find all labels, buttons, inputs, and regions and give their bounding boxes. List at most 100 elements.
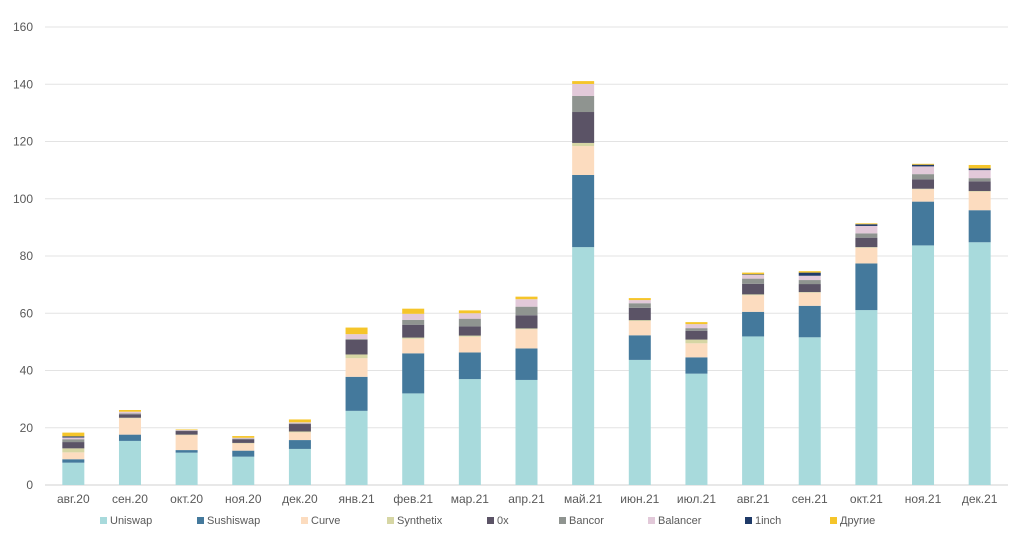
legend-item: Bancor [559, 515, 604, 527]
legend: Uniswap Sushiswap Curve Synthetix 0x Bancor Ba… [100, 515, 875, 527]
x-tick-label: апр.21 [508, 492, 545, 506]
bar-segment-1inch [912, 164, 935, 167]
bar-segment-Другие [175, 429, 198, 431]
bar-segment-Curve [685, 343, 708, 358]
bar-segment-Synthetix [175, 434, 198, 436]
bar-segment-Bancor [402, 319, 425, 325]
x-tick-label: янв.21 [338, 492, 375, 506]
legend-item: Другие [830, 515, 875, 527]
bar-segment-Balancer [628, 300, 651, 304]
legend-item: 0x [487, 515, 509, 527]
x-tick-label: дек.20 [282, 492, 318, 506]
bar-segment-Balancer [175, 430, 198, 431]
bar-segment-Synthetix [458, 335, 481, 337]
bar-segment-Synthetix [855, 247, 878, 248]
bar-stack [345, 327, 368, 485]
legend-swatch [387, 517, 394, 524]
legend-swatch [648, 517, 655, 524]
legend-swatch [100, 517, 107, 524]
bar-stack [742, 272, 765, 485]
bar-segment-Curve [62, 452, 85, 460]
bar-segment-Другие [232, 436, 255, 438]
bar-segment-Curve [855, 247, 878, 264]
bar-segment-0x [685, 330, 708, 340]
bar-stack [232, 436, 255, 485]
bar-segment-Curve [628, 320, 651, 336]
bar-stack [175, 429, 198, 485]
bar-segment-Curve [118, 418, 141, 435]
bar-segment-1inch [968, 168, 991, 171]
bar-segment-Uniswap [742, 336, 765, 485]
y-tick-label: 60 [20, 306, 34, 320]
y-tick-label: 0 [26, 478, 33, 492]
legend-swatch [301, 517, 308, 524]
bar-segment-Другие [968, 164, 991, 169]
bar-stack [515, 296, 538, 485]
bar-segment-Uniswap [572, 247, 595, 485]
bar-segment-0x [968, 181, 991, 192]
bar-segment-Uniswap [118, 440, 141, 485]
bar-segment-Balancer [118, 411, 141, 414]
bar-segment-Bancor [742, 278, 765, 284]
bar-segment-0x [402, 324, 425, 338]
bar-segment-Balancer [232, 437, 255, 439]
bar-segment-Curve [458, 336, 481, 353]
bar-segment-Другие [402, 308, 425, 314]
y-tick-label: 100 [13, 192, 33, 206]
bar-stack [912, 163, 935, 485]
bar-segment-Curve [288, 432, 311, 441]
bar-segment-1inch [855, 224, 878, 226]
bar-segment-Curve [402, 338, 425, 354]
bar-segment-0x [742, 283, 765, 295]
legend-label: Balancer [658, 515, 702, 527]
bar-segment-Bancor [855, 233, 878, 238]
y-tick-label: 20 [20, 421, 34, 435]
bar-segment-Curve [515, 329, 538, 349]
bar-segment-Bancor [458, 318, 481, 327]
bar-segment-Uniswap [458, 379, 481, 485]
bar-segment-Uniswap [288, 448, 311, 485]
bar-stack [288, 419, 311, 485]
bar-segment-Sushiswap [968, 210, 991, 243]
bar-segment-Synthetix [288, 431, 311, 433]
bar-segment-Synthetix [685, 339, 708, 344]
gridlines [45, 26, 1008, 486]
bar-segment-Balancer [798, 275, 821, 281]
bar-stack [572, 81, 595, 485]
bar-segment-Другие [628, 298, 651, 301]
bar-segment-Другие [742, 272, 765, 275]
legend-item: 1inch [745, 515, 781, 527]
bar-segment-Balancer [968, 170, 991, 179]
bar-segment-Curve [742, 295, 765, 312]
bar-segment-Synthetix [345, 354, 368, 359]
bar-segment-Uniswap [968, 242, 991, 485]
bar-segment-Curve [968, 191, 991, 211]
bar-segment-Curve [798, 292, 821, 306]
bar-segment-Synthetix [628, 320, 651, 321]
bar-segment-Curve [572, 146, 595, 175]
bar-stack [798, 271, 821, 485]
bar-segment-0x [232, 439, 255, 443]
bar-segment-Uniswap [685, 373, 708, 485]
legend-swatch [830, 517, 837, 524]
bar-segment-Uniswap [515, 379, 538, 485]
bar-segment-0x [628, 307, 651, 321]
bar-segment-Synthetix [798, 292, 821, 293]
y-tick-label: 140 [13, 77, 33, 91]
bar-segment-Synthetix [62, 448, 85, 453]
bar-segment-0x [175, 430, 198, 435]
bar-stack [118, 410, 141, 485]
bar-segment-Curve [345, 358, 368, 377]
x-tick-label: июл.21 [677, 492, 716, 506]
bar-segment-Sushiswap [912, 201, 935, 246]
bar-segment-Balancer [62, 437, 85, 440]
x-tick-label: мар.21 [451, 492, 490, 506]
bar-segment-Synthetix [912, 188, 935, 190]
bar-segment-Uniswap [175, 452, 198, 485]
legend-label: Synthetix [397, 515, 443, 527]
bar-segment-Bancor [288, 423, 311, 425]
bar-segment-1inch [62, 436, 85, 438]
bar-segment-Sushiswap [685, 357, 708, 374]
bar-segment-Sushiswap [742, 311, 765, 337]
x-tick-label: фев.21 [393, 492, 433, 506]
